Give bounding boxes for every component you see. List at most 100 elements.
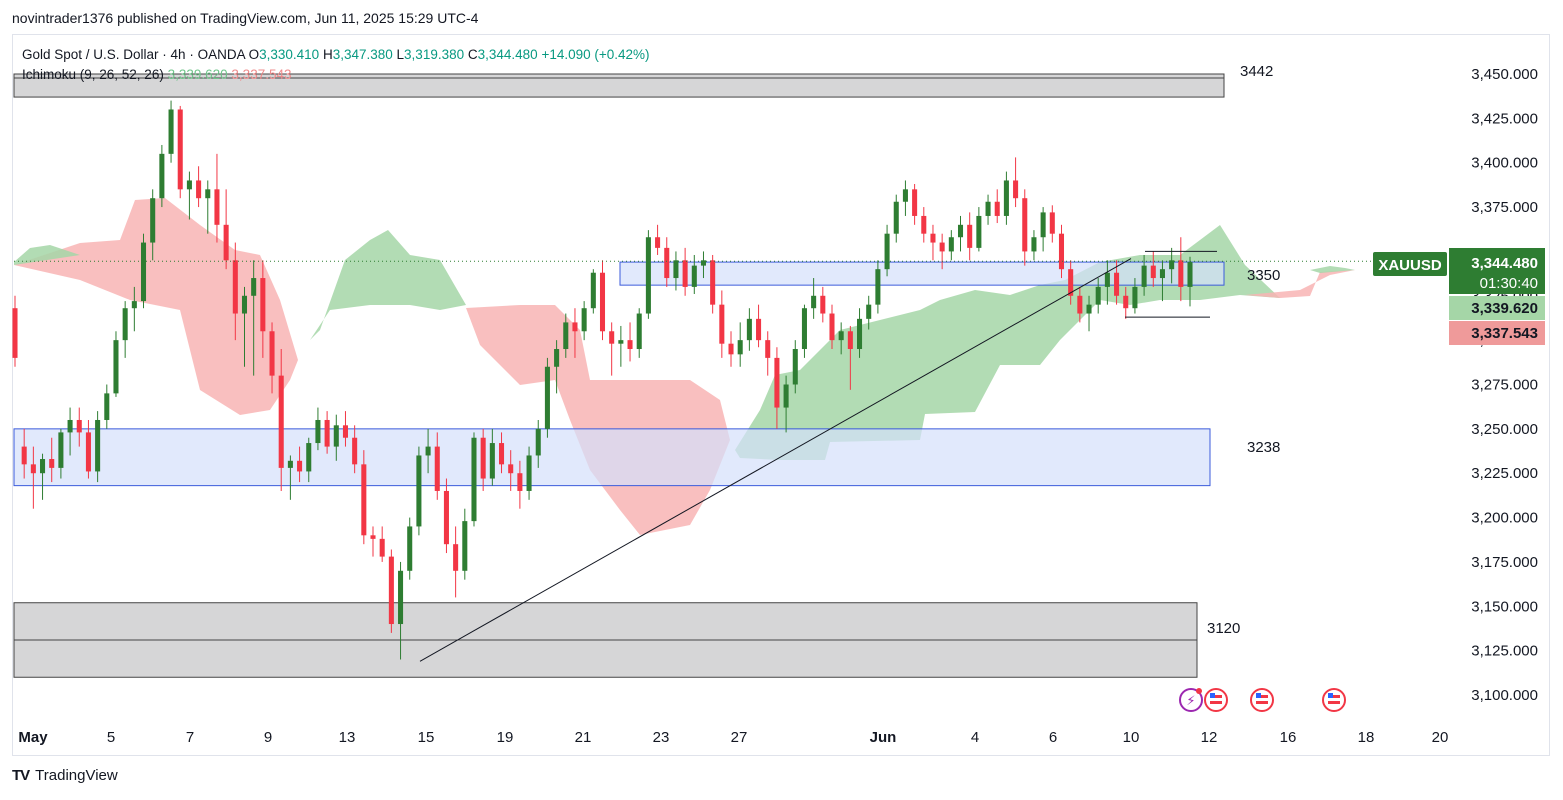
x-tick-label: 5 — [107, 729, 115, 746]
price-axis: 3,100.000 3,125.000 3,150.000 3,175.000 3,20… — [1373, 66, 1545, 704]
legend-span-a: 3,339.620 — [167, 67, 228, 82]
candlestick-series — [12, 100, 1193, 660]
candle-body — [618, 340, 624, 344]
cloud-bull-2 — [300, 230, 466, 350]
legend-indicator[interactable]: Ichimoku (9, 26, 52, 26) — [22, 67, 164, 82]
candle-body — [774, 357, 780, 408]
candle-body — [673, 260, 679, 279]
x-tick-label: 21 — [575, 729, 592, 746]
x-tick-label: 27 — [731, 729, 748, 746]
candle-body — [186, 180, 192, 190]
zone-label-3120: 3120 — [1207, 620, 1240, 637]
footer-brand[interactable]: TradingView — [35, 767, 118, 784]
candle-body — [260, 278, 266, 332]
candle-body — [737, 340, 743, 355]
y-tick-label: 3,150.000 — [1471, 598, 1538, 615]
candle-body — [315, 419, 321, 444]
candle-body — [324, 419, 330, 447]
candle-body — [251, 278, 257, 296]
candle-body — [967, 224, 973, 248]
us-flag-event-icon-stripe — [1210, 701, 1222, 704]
legend-symbol[interactable]: Gold Spot / U.S. Dollar · 4h · OANDA — [22, 47, 245, 62]
candle-body — [379, 538, 385, 557]
x-tick-label: 15 — [418, 729, 435, 746]
y-tick-label: 3,275.000 — [1471, 377, 1538, 394]
candle-body — [462, 521, 468, 571]
candle-body — [847, 331, 853, 350]
candle-body — [563, 322, 569, 350]
candle-body — [1104, 272, 1110, 287]
candle-body — [49, 459, 55, 468]
candle-body — [1132, 286, 1138, 309]
y-tick-label: 3,125.000 — [1471, 643, 1538, 660]
candle-body — [140, 242, 147, 302]
y-tick-label: 3,225.000 — [1471, 465, 1538, 482]
candle-body — [976, 215, 982, 248]
x-tick-label: 19 — [497, 729, 514, 746]
candle-body — [1013, 180, 1019, 199]
y-tick-label: 3,450.000 — [1471, 66, 1538, 83]
candle-body — [526, 455, 532, 491]
candle-body — [691, 265, 697, 287]
candle-body — [1150, 265, 1156, 279]
y-tick-label: 3,100.000 — [1471, 687, 1538, 704]
candle-body — [1068, 269, 1074, 296]
candle-body — [710, 260, 716, 305]
candle-body — [783, 384, 789, 408]
candle-body — [150, 198, 156, 243]
notification-dot-icon — [1196, 688, 1202, 694]
cloud-bull-4 — [1310, 266, 1355, 273]
candle-body — [517, 473, 523, 491]
span-a-label: 3,339.620 — [1471, 300, 1538, 317]
x-tick-label: 20 — [1432, 729, 1449, 746]
legend-open: 3,330.410 — [259, 47, 320, 62]
last-price-label: 3,344.480 — [1471, 255, 1538, 272]
candle-body — [820, 295, 826, 314]
chart-frame — [12, 34, 1550, 756]
lightning-glyph-icon: ⚡ — [1186, 694, 1195, 709]
span-b-bg — [1449, 321, 1545, 345]
candle-body — [1022, 198, 1028, 252]
candle-body — [866, 304, 872, 319]
candle-body — [948, 237, 954, 252]
publisher-line: novintrader1376 published on TradingView… — [12, 10, 479, 26]
countdown-label: 01:30:40 — [1480, 275, 1538, 292]
tradingview-logo-icon: TV — [12, 767, 30, 784]
candle-body — [297, 460, 303, 472]
candle-body — [838, 331, 844, 341]
support-resistance-zones: 3442 3350 3238 3120 — [13, 63, 1280, 678]
candle-body — [700, 260, 707, 266]
candle-body — [857, 318, 863, 350]
x-tick-label: 6 — [1049, 729, 1057, 746]
candle-body — [1031, 237, 1037, 252]
candle-body — [1058, 233, 1065, 270]
candle-body — [58, 432, 64, 468]
zone-label-3238: 3238 — [1247, 439, 1280, 456]
candle-body — [21, 446, 27, 465]
x-tick-label: 18 — [1358, 729, 1375, 746]
x-tick-label: 10 — [1123, 729, 1140, 746]
legend-high: 3,347.380 — [332, 47, 393, 62]
candle-body — [205, 189, 211, 199]
candle-body — [1178, 260, 1184, 287]
x-tick-label: 9 — [264, 729, 272, 746]
us-flag-event-icon-stripe — [1256, 695, 1268, 698]
trendline — [419, 258, 1132, 662]
candle-body — [590, 272, 596, 309]
candle-body — [131, 301, 137, 309]
legend-symbol-row: Gold Spot / U.S. Dollar · 4h · OANDA O3,… — [22, 47, 650, 62]
candle-body — [746, 318, 752, 341]
candle-body — [306, 443, 312, 472]
candle-body — [636, 313, 642, 350]
span-a-bg — [1449, 296, 1545, 320]
x-tick-label: 4 — [971, 729, 979, 746]
candle-body — [1040, 212, 1046, 238]
candle-body — [985, 201, 991, 216]
x-tick-label: 23 — [653, 729, 670, 746]
candle-body — [443, 490, 449, 545]
candle-body — [994, 201, 1000, 216]
candle-body — [930, 233, 936, 243]
candle-body — [884, 233, 890, 270]
candle-body — [453, 544, 459, 571]
